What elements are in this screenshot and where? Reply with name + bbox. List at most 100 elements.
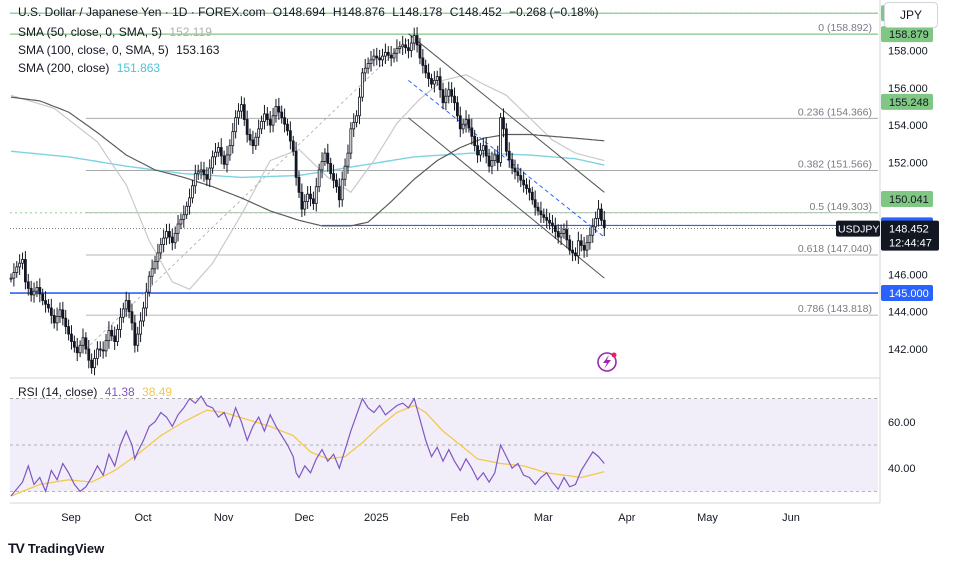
candle-body xyxy=(530,191,534,201)
time-tick-label: 2025 xyxy=(364,512,388,524)
candle-body xyxy=(441,89,445,104)
rsi-legend[interactable]: RSI (14, close) 41.38 38.49 xyxy=(18,385,176,399)
candle-body xyxy=(493,154,497,161)
brand-name: TradingView xyxy=(27,540,105,556)
fib-level-label: 0.786 (143.818) xyxy=(798,303,872,315)
candle-body xyxy=(234,117,238,133)
candle-body xyxy=(360,72,364,98)
candle-body xyxy=(23,259,27,283)
time-tick-label: Mar xyxy=(534,512,553,524)
sma200-label: SMA (200, close) xyxy=(18,61,110,75)
candle-body xyxy=(173,232,177,244)
candle-body xyxy=(430,78,433,85)
candle-body xyxy=(29,287,33,296)
candle-body xyxy=(309,193,312,200)
candle-body xyxy=(444,95,448,104)
high-label: H xyxy=(332,5,342,19)
price-badge xyxy=(881,26,933,43)
candle-body xyxy=(96,348,99,359)
candle-body xyxy=(167,231,171,238)
candle-body xyxy=(332,173,335,181)
candle-body xyxy=(38,287,42,295)
sma50-legend[interactable]: SMA (50, close, 0, SMA, 5) 152.119 xyxy=(18,25,216,39)
candle-body xyxy=(263,113,266,122)
currency-button[interactable]: JPY xyxy=(884,2,938,28)
sma100-legend[interactable]: SMA (100, close, 0, SMA, 5) 153.163 xyxy=(18,43,223,57)
tradingview-logo-icon: TV xyxy=(8,540,25,556)
candle-body xyxy=(179,218,183,225)
candle-body xyxy=(231,131,235,147)
candle-body xyxy=(193,173,197,187)
candle-body xyxy=(363,67,367,74)
candle-body xyxy=(139,320,143,335)
candle-body xyxy=(375,55,379,59)
candle-body xyxy=(245,119,249,135)
candle-body xyxy=(407,47,410,51)
candle-body xyxy=(104,340,108,352)
candle-body xyxy=(533,199,537,208)
price-tick-label: 156.000 xyxy=(888,83,928,95)
candle-body xyxy=(579,240,583,246)
sma100-label: SMA (100, close, 0, SMA, 5) xyxy=(18,43,169,57)
candle-body xyxy=(496,154,500,163)
price-badge xyxy=(881,190,933,207)
candle-body xyxy=(291,140,295,152)
open-value: 148.694 xyxy=(282,5,326,19)
candle-body xyxy=(438,76,442,91)
lightning-icon-ring xyxy=(597,352,617,372)
last-price-badge xyxy=(881,220,939,251)
candle-body xyxy=(398,46,402,50)
candle-body xyxy=(470,127,474,137)
candle-body xyxy=(386,51,390,56)
candle-body xyxy=(516,171,520,176)
high-value: 148.876 xyxy=(341,5,385,19)
candle-body xyxy=(337,186,341,201)
candle-body xyxy=(432,79,436,85)
candle-body xyxy=(61,309,65,319)
candle-body xyxy=(87,348,91,361)
candle-body xyxy=(355,115,359,123)
candle-body xyxy=(600,208,603,221)
candle-body xyxy=(21,259,24,264)
candle-body xyxy=(176,223,180,234)
sma50-label: SMA (50, close, 0, SMA, 5) xyxy=(18,25,163,39)
candle-body xyxy=(165,231,168,239)
price-badge-text: 145.000 xyxy=(889,288,929,300)
candle-body xyxy=(239,104,243,112)
candle-body xyxy=(553,225,557,232)
candle-body xyxy=(101,349,105,352)
sma200-legend[interactable]: SMA (200, close) 151.863 xyxy=(18,61,164,75)
rsi-label: RSI (14, close) xyxy=(18,385,98,399)
candle-body xyxy=(409,42,413,51)
candle-body xyxy=(216,147,220,153)
candle-body xyxy=(277,106,281,113)
candle-body xyxy=(311,198,315,204)
candle-body xyxy=(52,315,56,324)
candle-body xyxy=(283,117,287,125)
candle-body xyxy=(127,300,131,313)
candle-body xyxy=(392,52,396,59)
fib-level-label: 0.382 (151.566) xyxy=(798,159,872,171)
rsi-ma-value: 38.49 xyxy=(142,385,173,399)
candle-body xyxy=(372,55,376,61)
candle-body xyxy=(542,214,546,218)
last-price-value: 148.452 xyxy=(889,224,929,236)
candle-body xyxy=(346,152,350,167)
candle-body xyxy=(185,205,189,216)
candle-body xyxy=(18,262,22,268)
currency-label: JPY xyxy=(899,8,922,22)
candle-body xyxy=(202,169,206,175)
open-label: O xyxy=(272,5,283,19)
candle-body xyxy=(113,335,117,342)
candle-body xyxy=(504,128,508,152)
candle-body xyxy=(306,193,310,203)
price-badge xyxy=(881,93,933,110)
candle-body xyxy=(467,119,471,129)
candle-body xyxy=(121,308,125,318)
candle-body xyxy=(568,239,572,251)
candle-body xyxy=(447,89,451,97)
candle-body xyxy=(401,44,405,48)
candle-body xyxy=(381,55,384,61)
notification-dot xyxy=(611,352,617,358)
